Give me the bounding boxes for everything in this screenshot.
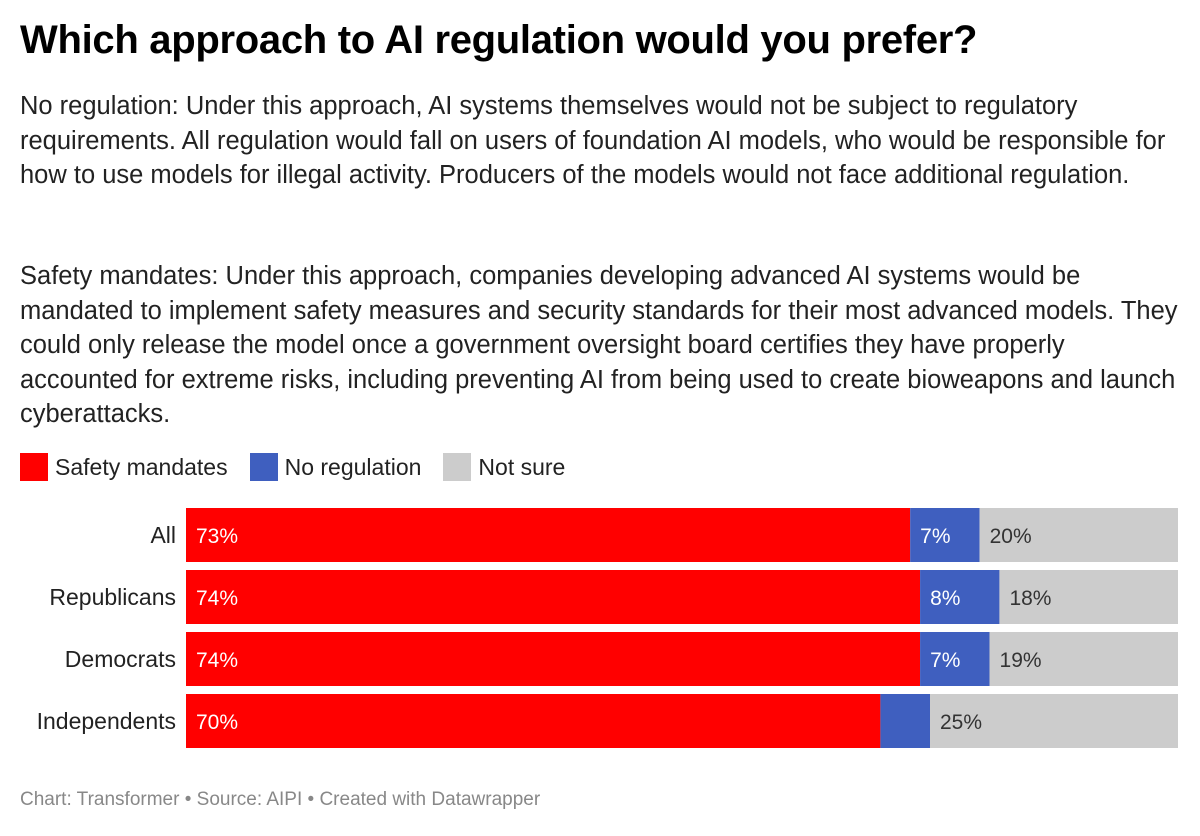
legend-item-not-sure: Not sure (443, 453, 565, 481)
bar-republicans-safety-mandates (186, 570, 921, 624)
category-label-independents: Independents (37, 708, 176, 734)
data-label-republicans-not-sure: 18% (1009, 587, 1051, 610)
data-label-all-safety-mandates: 73% (196, 525, 238, 548)
bar-independents-safety-mandates (186, 694, 881, 748)
data-label-all-not-sure: 20% (990, 525, 1032, 548)
data-label-democrats-safety-mandates: 74% (196, 649, 238, 672)
category-label-democrats: Democrats (65, 646, 176, 672)
chart-legend: Safety mandates No regulation Not sure (20, 452, 587, 482)
category-label-republicans: Republicans (49, 584, 176, 610)
data-label-independents-not-sure: 25% (940, 711, 982, 734)
chart-footer: Chart: Transformer • Source: AIPI • Crea… (20, 789, 541, 810)
description-safety-mandates: Safety mandates: Under this approach, co… (20, 262, 1178, 428)
data-label-democrats-not-sure: 19% (1000, 649, 1042, 672)
description-no-regulation: No regulation: Under this approach, AI s… (20, 92, 1166, 189)
bar-independents-no-regulation (880, 694, 930, 748)
bar-democrats-safety-mandates (186, 632, 921, 686)
bar-all-safety-mandates (186, 508, 911, 562)
bar-democrats-not-sure (989, 632, 1178, 686)
data-label-all-no-regulation: 7% (920, 525, 950, 548)
legend-swatch-safety-mandates (20, 453, 48, 481)
legend-item-no-regulation: No regulation (249, 453, 422, 481)
legend-swatch-not-sure (443, 453, 472, 481)
data-label-independents-safety-mandates: 70% (196, 711, 238, 734)
bar-all-no-regulation (910, 508, 980, 562)
data-label-republicans-safety-mandates: 74% (196, 587, 238, 610)
bar-all-not-sure (979, 508, 1178, 562)
legend-label-safety-mandates: Safety mandates (55, 453, 228, 480)
bar-democrats-no-regulation (920, 632, 990, 686)
data-label-democrats-no-regulation: 7% (930, 649, 960, 672)
legend-item-safety-mandates: Safety mandates (20, 453, 228, 481)
legend-label-no-regulation: No regulation (284, 453, 422, 480)
bar-independents-not-sure (930, 694, 1178, 748)
legend-swatch-no-regulation (249, 453, 278, 481)
data-label-republicans-no-regulation: 8% (930, 587, 960, 610)
chart-title: Which approach to AI regulation would yo… (20, 18, 978, 62)
bar-republicans-no-regulation (920, 570, 1000, 624)
bar-republicans-not-sure (999, 570, 1178, 624)
legend-label-not-sure: Not sure (478, 453, 566, 480)
category-label-all: All (150, 522, 176, 548)
